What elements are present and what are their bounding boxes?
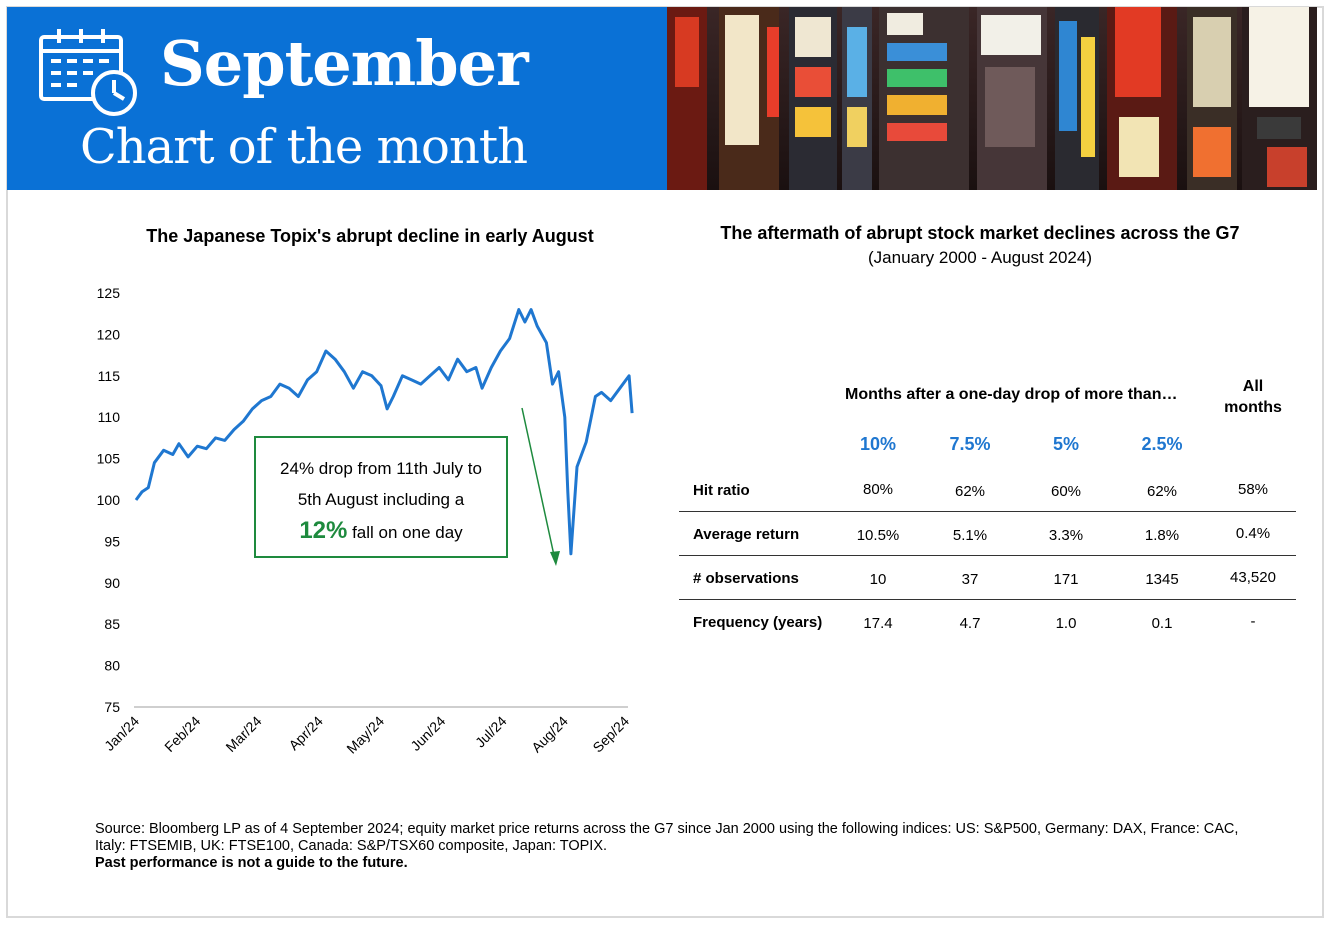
callout-line-2: 5th August including a [297,490,465,509]
drop-callout-box: 24% drop from 11th July to 5th August in… [254,436,508,558]
x-tick-label: Sep/24 [589,713,632,756]
y-tick-label: 110 [98,409,121,425]
callout-line-1: 24% drop from 11th July to [280,459,482,478]
y-tick-label: 100 [97,492,121,508]
all-months-header: All months [1213,376,1293,418]
y-tick-label: 85 [104,616,120,632]
banner-title: September [160,27,529,100]
callout-line-3: 12% fall on one day [256,515,506,548]
table-cell: 171 [1053,571,1079,588]
x-tick-label: Feb/24 [161,713,203,755]
column-header-2-5: 2.5% [1141,434,1183,454]
table-cell: 10.5% [856,527,900,544]
table-title: The aftermath of abrupt stock market dec… [720,223,1240,243]
table-cell: 17.4 [863,615,893,632]
y-tick-label: 75 [104,699,120,715]
drop-arrow-head [550,551,560,566]
topix-line-chart: 75 80 85 90 95 100 105 110 115 120 125 Jan/24 Feb/2… [97,285,634,757]
x-tick-label: Jun/24 [407,713,448,754]
x-tick-label: Apr/24 [285,713,326,754]
topix-series-line [134,308,634,556]
table-cell-all: 0.4% [1235,525,1271,542]
x-tick-label: Jul/24 [472,713,510,751]
callout-highlight: 12% [299,517,348,544]
y-tick-label: 95 [104,533,120,549]
x-tick-label: May/24 [343,713,387,757]
callout-line-3-text: fall on one day [347,523,463,542]
y-tick-label: 115 [98,368,121,384]
banner-subtitle: Chart of the month [80,119,528,175]
y-tick-label: 80 [104,658,120,674]
table-cell: 62% [954,483,986,500]
table-cell: 1345 [1145,571,1179,588]
x-tick-label: Mar/24 [222,713,264,755]
disclaimer-text: Past performance is not a guide to the f… [95,855,408,871]
y-tick-label: 120 [97,326,121,342]
all-months-header-line-1: All [1242,378,1264,395]
tokyo-street-signs-photo [667,7,1317,190]
y-tick-label: 125 [97,285,121,301]
table-cell: 1.8% [1144,527,1180,544]
table-cell: 4.7 [959,615,981,632]
table-cell-all: 58% [1237,481,1269,498]
calendar-clock-icon [39,29,137,116]
row-label-frequency: Frequency (years) [693,614,823,631]
y-tick-label: 105 [97,451,121,467]
x-tick-label: Aug/24 [528,713,571,756]
table-cell-all: 43,520 [1230,569,1276,586]
table-cell: 60% [1050,483,1082,500]
drop-arrow-line [521,407,556,561]
table-rule [679,599,1296,600]
table-cell-all: - [1250,613,1256,630]
x-tick-label: Jan/24 [101,713,142,754]
y-tick-label: 90 [104,575,120,591]
source-text: Source: Bloomberg LP as of 4 September 2… [95,821,1239,854]
table-cell: 0.1 [1151,615,1173,632]
column-header-5: 5% [1052,434,1079,454]
column-header-7-5: 7.5% [949,434,991,454]
table-cell: 37 [961,571,979,588]
row-label-observations: # observations [693,570,799,587]
table-rule [679,511,1296,512]
table-cell: 1.0 [1055,615,1077,632]
table-cell: 3.3% [1048,527,1084,544]
table-cell: 80% [862,481,894,498]
header-banner: September Chart of the month [7,7,667,190]
chart-title: The Japanese Topix's abrupt decline in e… [146,226,594,246]
source-note: Source: Bloomberg LP as of 4 September 2… [95,821,1265,872]
months-after-header: Months after a one-day drop of more than… [845,386,1178,403]
row-label-hit-ratio: Hit ratio [693,482,750,499]
table-cell: 10 [869,571,887,588]
table-rule [679,555,1296,556]
column-header-10: 10% [859,434,897,454]
table-subtitle: (January 2000 - August 2024) [868,248,1092,267]
all-months-header-line-2: months [1224,399,1282,416]
table-cell: 62% [1146,483,1178,500]
row-label-average-return: Average return [693,526,800,543]
table-cell: 5.1% [952,527,988,544]
